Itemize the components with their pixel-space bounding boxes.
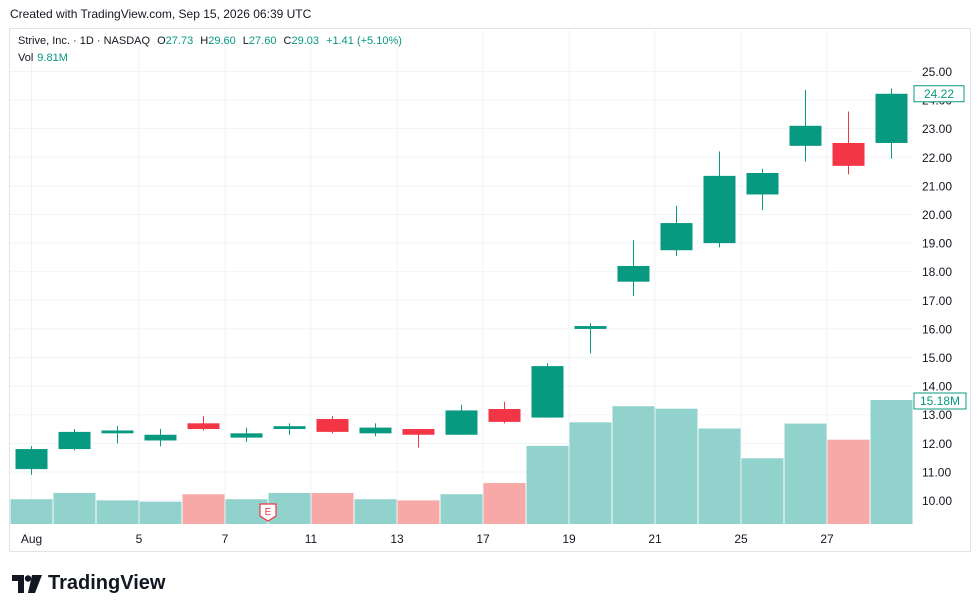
y-tick-label: 22.00 [922,151,952,165]
y-tick-label: 16.00 [922,322,952,336]
candle-body [316,419,349,432]
x-tick-label: 19 [562,532,576,546]
candle-body [273,426,306,430]
candle-body [832,142,865,166]
volume-bar [784,423,827,524]
x-tick-label: 5 [136,532,143,546]
candle-body [144,434,177,441]
volume-bar [440,494,483,524]
brand-name: TradingView [48,572,166,594]
volume-value: 9.81M [37,52,68,64]
volume-bar [655,408,698,524]
earnings-marker-icon [259,503,277,522]
volume-bar [483,483,526,524]
volume-bar [526,445,569,524]
candle-body [574,326,607,329]
y-tick-label: 17.00 [922,294,952,308]
candle-body [617,265,650,282]
open-label: O [157,35,166,47]
volume-bar [698,428,741,524]
candle-body [15,449,48,470]
candle-body [531,366,564,418]
x-tick-label: 27 [820,532,834,546]
candle-body [703,175,736,244]
candle-body [445,410,478,435]
x-tick-label: 17 [476,532,490,546]
volume-bar [827,439,870,524]
x-tick-label: Aug [21,532,42,546]
volume-bar [53,493,96,524]
chart-credit-note: Created with TradingView.com, Sep 15, 20… [10,7,312,21]
volume-bar [741,458,784,524]
chart-frame [9,28,971,552]
candle-body [746,173,779,195]
y-tick-label: 25.00 [922,65,952,79]
symbol-title: Strive, Inc. · 1D · NASDAQ [18,35,151,47]
x-tick-label: 21 [648,532,662,546]
y-tick-label: 21.00 [922,179,952,193]
y-tick-label: 15.00 [922,351,952,365]
volume-bar [311,493,354,524]
candle-body [660,223,693,251]
candle-body [488,409,521,422]
volume-bar [354,499,397,524]
x-tick-label: 7 [222,532,229,546]
candle-body [230,433,263,438]
candle-body [101,430,134,434]
y-tick-label: 19.00 [922,237,952,251]
y-tick-label: 20.00 [922,208,952,222]
volume-bar [612,406,655,524]
last-volume-label: 15.18M [920,394,960,408]
low-label: L [242,35,249,47]
y-tick-label: 12.00 [922,437,952,451]
candle-body [789,125,822,146]
earnings-marker-label: E [265,507,272,518]
candle-body [58,431,91,450]
candle-body [402,429,435,435]
high-label: H [200,35,209,47]
volume-legend: Vol 9.81M [18,52,68,64]
x-tick-label: 13 [390,532,404,546]
candle-body [875,93,908,143]
last-price-label: 24.22 [924,87,954,101]
symbol-legend: Strive, Inc. · 1D · NASDAQ O27.73 H29.60… [18,35,402,47]
high-value: 29.60 [208,35,236,47]
volume-bar [182,494,225,524]
x-tick-label: 25 [734,532,748,546]
y-tick-label: 23.00 [922,122,952,136]
close-value: 29.03 [291,35,319,47]
volume-bar [10,499,53,524]
y-tick-label: 11.00 [922,465,951,479]
x-tick-label: 11 [305,532,318,546]
tradingview-logo-icon [12,574,42,593]
volume-bar [96,500,139,524]
close-label: C [283,35,292,47]
last-volume-badge [913,392,967,410]
low-value: 27.60 [248,35,277,47]
y-tick-label: 13.00 [922,408,952,422]
open-value: 27.73 [165,35,194,47]
volume-label: Vol [18,52,34,64]
y-tick-label: 18.00 [922,265,952,279]
tradingview-logo[interactable]: TradingView [12,572,165,595]
change-value: +1.41 (+5.10%) [326,35,402,47]
volume-bar [139,501,182,524]
y-tick-label: 14.00 [922,380,952,394]
y-tick-label: 10.00 [922,494,952,508]
last-price-badge [913,85,965,103]
candle-body [359,427,392,434]
volume-bar [870,400,913,524]
volume-bar [569,422,612,524]
volume-bar [397,500,440,524]
candle-body [187,423,220,430]
